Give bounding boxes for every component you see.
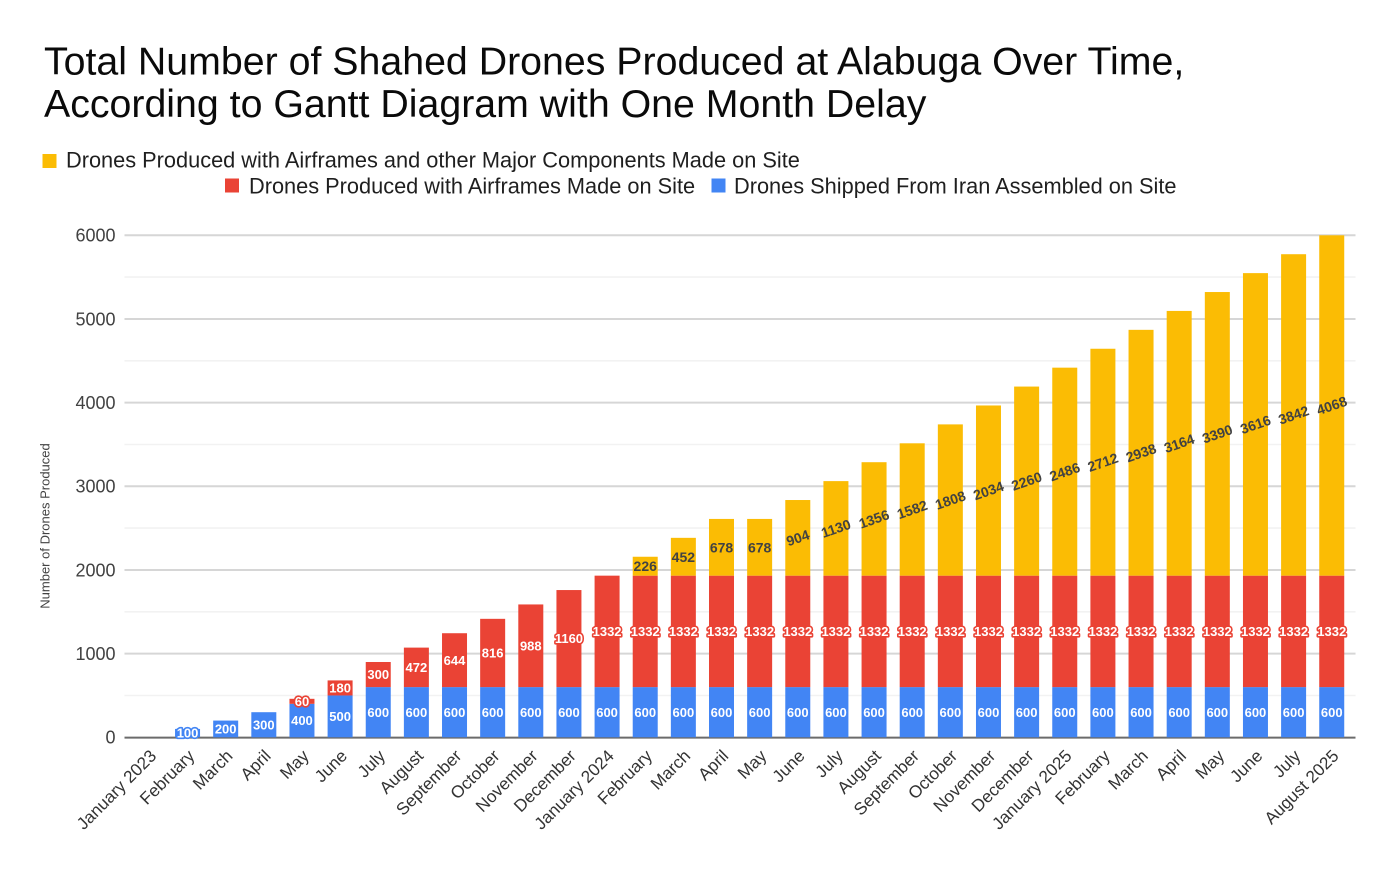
svg-text:1332: 1332 [745,624,774,639]
svg-text:1332: 1332 [1088,624,1117,639]
svg-text:600: 600 [444,705,466,720]
svg-text:500: 500 [329,709,351,724]
svg-text:100: 100 [177,726,199,741]
svg-text:400: 400 [291,713,313,728]
svg-text:600: 600 [863,705,885,720]
svg-text:1332: 1332 [1317,624,1346,639]
svg-text:600: 600 [1016,705,1038,720]
svg-text:644: 644 [444,653,466,668]
svg-text:1332: 1332 [707,624,736,639]
svg-text:600: 600 [367,705,389,720]
svg-text:Number of Drones Produced: Number of Drones Produced [38,443,53,608]
svg-text:0: 0 [105,728,115,748]
svg-text:1332: 1332 [1165,624,1194,639]
svg-text:600: 600 [634,705,656,720]
svg-text:6000: 6000 [75,226,115,246]
svg-text:200: 200 [215,722,237,737]
svg-text:226: 226 [634,558,658,574]
svg-text:Drones Shipped From Iran Assem: Drones Shipped From Iran Assembled on Si… [734,173,1176,198]
svg-text:60: 60 [295,694,309,709]
svg-text:1332: 1332 [593,624,622,639]
svg-text:600: 600 [673,705,695,720]
svg-text:988: 988 [520,638,542,653]
svg-text:600: 600 [596,705,618,720]
svg-text:678: 678 [748,539,772,555]
svg-text:600: 600 [406,705,428,720]
svg-text:Drones Produced with Airframes: Drones Produced with Airframes and other… [66,148,800,173]
svg-text:1332: 1332 [1241,624,1270,639]
svg-text:2000: 2000 [75,560,115,580]
svg-text:1332: 1332 [1203,624,1232,639]
svg-text:1332: 1332 [860,624,889,639]
svg-text:1332: 1332 [1050,624,1079,639]
svg-text:1332: 1332 [974,624,1003,639]
svg-text:1332: 1332 [783,624,812,639]
svg-text:600: 600 [901,705,923,720]
svg-text:600: 600 [1168,705,1190,720]
svg-text:1332: 1332 [898,624,927,639]
svg-text:4000: 4000 [75,393,115,413]
svg-text:1332: 1332 [1279,624,1308,639]
svg-text:600: 600 [787,705,809,720]
svg-text:600: 600 [1206,705,1228,720]
svg-text:600: 600 [1092,705,1114,720]
svg-text:452: 452 [672,549,696,565]
svg-text:600: 600 [939,705,961,720]
svg-text:1332: 1332 [631,624,660,639]
svg-text:Total Number of Shahed Drones: Total Number of Shahed Drones Produced a… [44,39,1184,83]
svg-text:1332: 1332 [1127,624,1156,639]
svg-text:600: 600 [1130,705,1152,720]
svg-text:678: 678 [710,539,734,555]
svg-text:300: 300 [253,717,275,732]
svg-text:600: 600 [558,705,580,720]
svg-text:3000: 3000 [75,477,115,497]
svg-text:600: 600 [978,705,1000,720]
svg-text:904: 904 [784,526,811,549]
svg-text:600: 600 [1283,705,1305,720]
svg-text:1332: 1332 [669,624,698,639]
svg-text:600: 600 [520,705,542,720]
svg-text:600: 600 [1054,705,1076,720]
svg-text:1332: 1332 [1012,624,1041,639]
svg-text:816: 816 [482,646,504,661]
svg-text:1332: 1332 [821,624,850,639]
svg-text:600: 600 [711,705,733,720]
svg-text:5000: 5000 [75,309,115,329]
svg-text:600: 600 [1245,705,1267,720]
svg-text:According to Gantt Diagram wit: According to Gantt Diagram with One Mont… [44,82,927,126]
svg-text:600: 600 [825,705,847,720]
svg-text:300: 300 [367,667,389,682]
svg-text:600: 600 [749,705,771,720]
svg-text:1160: 1160 [555,631,583,646]
svg-text:Drones Produced with Airframes: Drones Produced with Airframes Made on S… [249,173,695,198]
svg-text:600: 600 [1321,705,1343,720]
svg-text:180: 180 [329,681,351,696]
svg-text:1332: 1332 [936,624,965,639]
svg-text:600: 600 [482,705,504,720]
svg-text:472: 472 [406,660,428,675]
svg-text:1000: 1000 [75,644,115,664]
